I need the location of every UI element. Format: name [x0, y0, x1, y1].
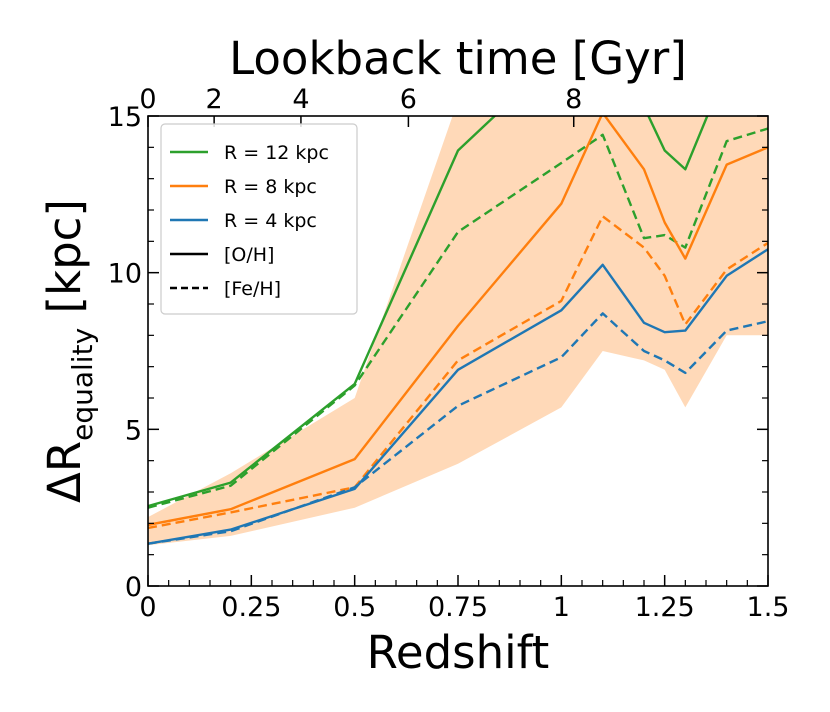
series-line-0: [148, 116, 709, 508]
uncertainty-band: [148, 116, 768, 546]
legend-label: R = 12 kpc: [224, 142, 329, 164]
legend-label: [Fe/H]: [224, 278, 281, 300]
series-line-2: [148, 116, 768, 527]
legend-label: R = 8 kpc: [224, 176, 317, 198]
y-tick-label: 10: [108, 259, 142, 290]
x-tick-label: 0.5: [333, 592, 376, 623]
top-tick-label: 0: [139, 84, 156, 115]
y-axis-title-main: ΔR: [38, 441, 91, 503]
top-tick-label: 8: [565, 84, 582, 115]
x-tick-label: 0.75: [428, 592, 488, 623]
y-tick-label: 15: [108, 102, 142, 133]
y-axis-title: ΔRequality [kpc]: [38, 199, 99, 503]
legend: R = 12 kpc R = 8 kpc R = 4 kpc [O/H] [Fe/H]: [160, 123, 358, 315]
series-line-5: [148, 312, 768, 545]
top-tick-label: 2: [206, 84, 223, 115]
y-axis-title-unit-text: [kpc]: [38, 199, 91, 313]
y-tick-label: 0: [125, 572, 142, 603]
series-lines: [148, 116, 768, 545]
legend-box: [160, 123, 358, 315]
legend-label: [O/H]: [224, 244, 274, 266]
top-tick-label: 6: [400, 84, 417, 115]
band-area: [148, 116, 768, 546]
series-line-1: [148, 127, 768, 509]
x-tick-label: 1: [553, 592, 570, 623]
y-axis-title-unit: [38, 314, 91, 328]
x-tick-label: 1.5: [747, 592, 790, 623]
x-tick-label: 0.25: [221, 592, 281, 623]
legend-label: R = 4 kpc: [224, 210, 317, 232]
top-tick-label: 4: [292, 84, 309, 115]
series-line-3: [148, 215, 768, 530]
top-axis-title: Lookback time [Gyr]: [229, 32, 687, 85]
x-tick-label: 1.25: [635, 592, 695, 623]
y-tick-label: 5: [125, 415, 142, 446]
x-tick-label: 0: [139, 592, 156, 623]
legend-entries: R = 12 kpc R = 8 kpc R = 4 kpc [O/H] [Fe/H]: [170, 142, 329, 300]
x-axis-title: Redshift: [367, 626, 550, 679]
y-axis-title-sub: equality: [66, 328, 99, 441]
